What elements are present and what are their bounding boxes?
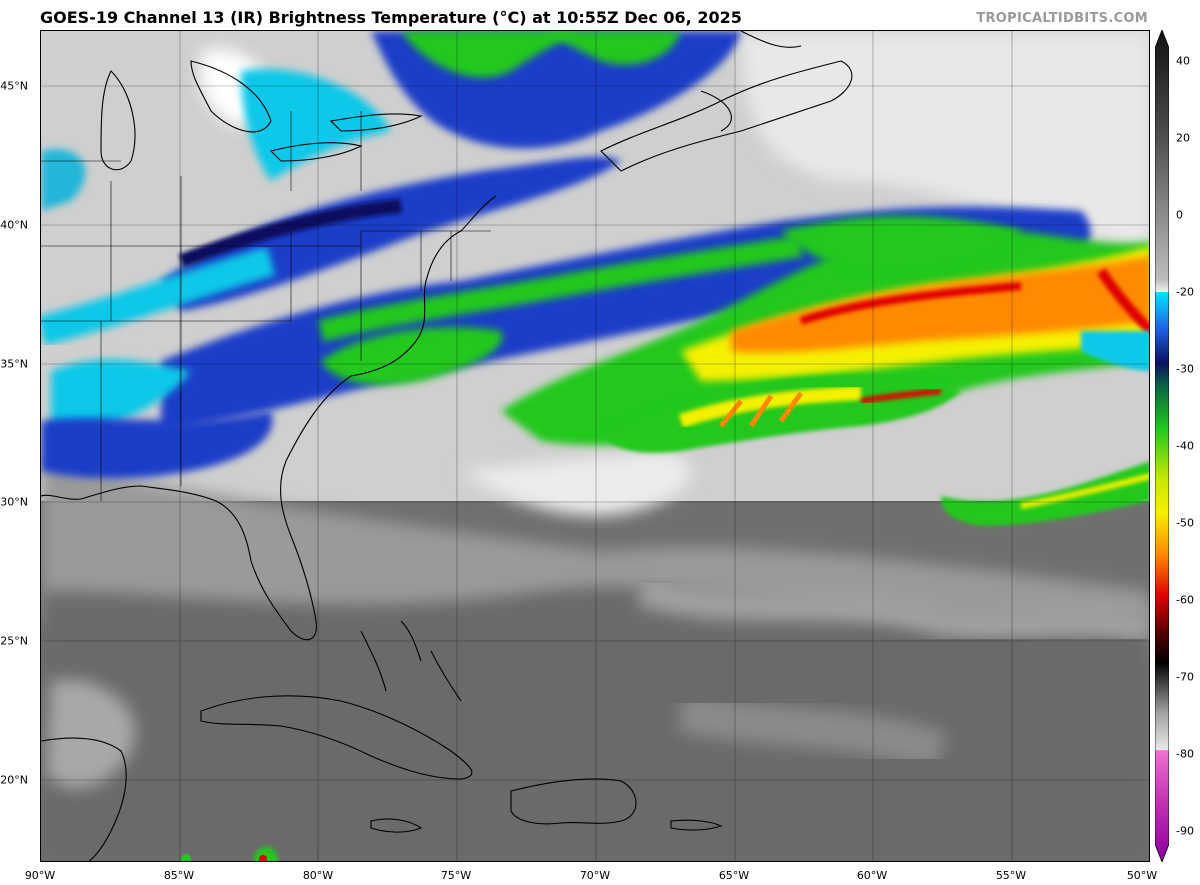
coastlines <box>41 31 853 861</box>
colorbar-tick-label: -90 <box>1176 824 1194 838</box>
colorbar-tick-label: -40 <box>1176 439 1194 453</box>
cloud-bands <box>41 31 1149 861</box>
lat-label: 35°N <box>0 357 28 371</box>
colorbar-tick-label: -80 <box>1176 747 1194 761</box>
lat-label: 45°N <box>0 79 28 93</box>
lat-label: 25°N <box>0 634 28 648</box>
colorbar-tick-label: 40 <box>1176 54 1190 68</box>
lat-label: 30°N <box>0 495 28 509</box>
lon-label: 55°W <box>995 869 1027 882</box>
colorbar-tick-label: -60 <box>1176 593 1194 607</box>
colorbar-tick-label: 20 <box>1176 131 1190 145</box>
lat-label: 20°N <box>0 773 28 787</box>
colorbar-tick-label: -50 <box>1176 516 1194 530</box>
satellite-map <box>40 30 1150 862</box>
lon-label: 80°W <box>302 869 334 882</box>
map-title: GOES-19 Channel 13 (IR) Brightness Tempe… <box>40 8 742 27</box>
lon-label: 75°W <box>440 869 472 882</box>
colorbar-tick-label: -20 <box>1176 285 1194 299</box>
lon-label: 90°W <box>24 869 56 882</box>
graticule <box>41 31 1149 861</box>
lon-label: 70°W <box>579 869 611 882</box>
source-credit: TROPICALTIDBITS.COM <box>976 11 1148 26</box>
colorbar <box>1155 30 1169 862</box>
colorbar-tick-label: 0 <box>1176 208 1183 222</box>
colorbar-tick-label: -30 <box>1176 362 1194 376</box>
colorbar-tick-label: -70 <box>1176 670 1194 684</box>
lon-label: 85°W <box>163 869 195 882</box>
lon-label: 60°W <box>856 869 888 882</box>
lat-label: 40°N <box>0 218 28 232</box>
lon-label: 50°W <box>1126 869 1158 882</box>
lon-label: 65°W <box>718 869 750 882</box>
